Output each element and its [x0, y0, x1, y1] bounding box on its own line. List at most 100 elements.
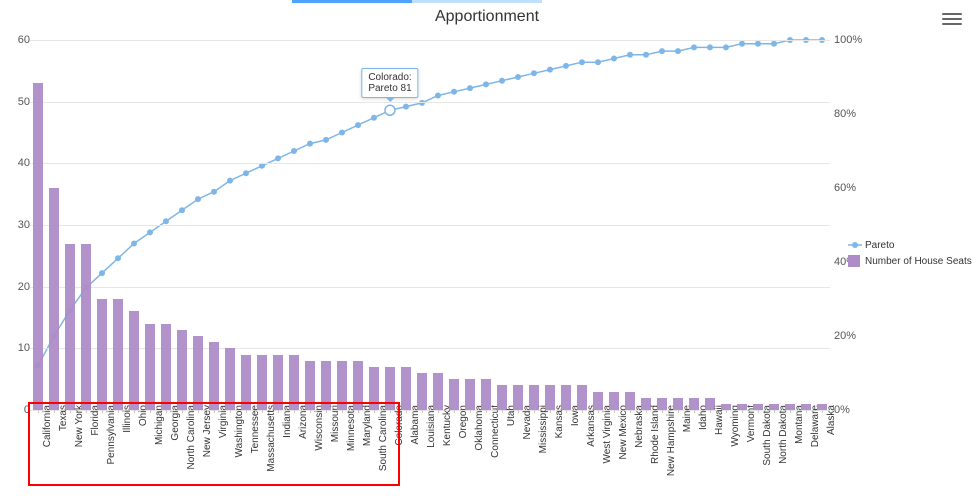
bar[interactable] — [209, 342, 218, 410]
legend-label: Number of House Seats — [865, 256, 972, 267]
pareto-marker[interactable] — [275, 155, 281, 161]
pareto-marker[interactable] — [307, 141, 313, 147]
pareto-marker[interactable] — [739, 41, 745, 47]
bar[interactable] — [225, 348, 234, 410]
pareto-marker[interactable] — [627, 52, 633, 58]
bar[interactable] — [401, 367, 410, 410]
pareto-marker[interactable] — [771, 41, 777, 47]
bar[interactable] — [145, 324, 154, 410]
x-axis-label: Washington — [234, 405, 245, 457]
bar[interactable] — [241, 355, 250, 411]
pareto-marker[interactable] — [227, 178, 233, 184]
x-axis-label: Missouri — [330, 405, 341, 442]
pareto-marker[interactable] — [611, 56, 617, 62]
x-axis-label: Wisconsin — [314, 405, 325, 451]
bar[interactable] — [305, 361, 314, 410]
pareto-marker[interactable] — [643, 52, 649, 58]
line-marker-icon — [848, 239, 860, 251]
pareto-marker[interactable] — [659, 48, 665, 54]
legend-item-bars[interactable]: Number of House Seats — [848, 255, 972, 267]
pareto-marker[interactable] — [675, 48, 681, 54]
x-axis-label: California — [42, 405, 53, 447]
x-axis-label: New Jersey — [202, 405, 213, 457]
bar[interactable] — [129, 311, 138, 410]
x-axis-label: Vermont — [746, 405, 757, 442]
pareto-marker[interactable] — [211, 189, 217, 195]
x-axis-label: Colorado — [394, 405, 405, 446]
bar[interactable] — [369, 367, 378, 410]
hamburger-menu-icon[interactable] — [942, 10, 962, 26]
pareto-marker[interactable] — [131, 241, 137, 247]
bar[interactable] — [113, 299, 122, 410]
pareto-marker[interactable] — [403, 104, 409, 110]
pareto-marker[interactable] — [339, 130, 345, 136]
x-axis-label: Wyoming — [730, 405, 741, 447]
pareto-marker[interactable] — [707, 44, 713, 50]
bar[interactable] — [81, 244, 90, 411]
y-left-tick-label: 40 — [0, 157, 34, 169]
pareto-marker[interactable] — [755, 41, 761, 47]
bar[interactable] — [161, 324, 170, 410]
bar[interactable] — [49, 188, 58, 410]
y-left-tick-label: 20 — [0, 281, 34, 293]
y-left-tick-label: 0 — [0, 404, 34, 416]
legend-item-pareto[interactable]: Pareto — [848, 239, 972, 251]
pareto-marker[interactable] — [243, 170, 249, 176]
bar[interactable] — [177, 330, 186, 410]
pareto-marker[interactable] — [723, 44, 729, 50]
x-axis-label: Kansas — [554, 405, 565, 438]
x-axis-label: New York — [74, 405, 85, 447]
pareto-marker[interactable] — [99, 270, 105, 276]
bar[interactable] — [385, 367, 394, 410]
pareto-marker[interactable] — [515, 74, 521, 80]
x-axis-label: Minnesota — [346, 405, 357, 451]
pareto-marker[interactable] — [499, 78, 505, 84]
x-axis-label: Oregon — [458, 405, 469, 438]
bar[interactable] — [289, 355, 298, 411]
top-tab-strip — [0, 0, 974, 3]
x-axis-label: Delaware — [810, 405, 821, 447]
x-axis-label: Rhode Island — [650, 405, 661, 464]
pareto-marker[interactable] — [195, 196, 201, 202]
pareto-marker[interactable] — [115, 255, 121, 261]
pareto-marker-hover — [385, 105, 395, 115]
bar[interactable] — [353, 361, 362, 410]
pareto-marker[interactable] — [483, 81, 489, 87]
y-left-tick-label: 50 — [0, 96, 34, 108]
pareto-marker[interactable] — [531, 70, 537, 76]
x-axis-label: Nevada — [522, 405, 533, 439]
bar[interactable] — [65, 244, 74, 411]
x-axis-label: Oklahoma — [474, 405, 485, 451]
bar[interactable] — [33, 83, 42, 410]
pareto-marker[interactable] — [691, 44, 697, 50]
pareto-marker[interactable] — [595, 59, 601, 65]
pareto-marker[interactable] — [355, 122, 361, 128]
bar[interactable] — [337, 361, 346, 410]
pareto-marker[interactable] — [547, 67, 553, 73]
pareto-marker[interactable] — [147, 229, 153, 235]
pareto-marker[interactable] — [435, 93, 441, 99]
bar[interactable] — [193, 336, 202, 410]
y-right-tick-label: 60% — [830, 182, 870, 194]
bar[interactable] — [273, 355, 282, 411]
bar[interactable] — [257, 355, 266, 411]
y-left-tick-label: 10 — [0, 342, 34, 354]
bar[interactable] — [97, 299, 106, 410]
x-axis-label: Mississippi — [538, 405, 549, 453]
pareto-marker[interactable] — [579, 59, 585, 65]
y-left-tick-label: 30 — [0, 219, 34, 231]
pareto-marker[interactable] — [179, 207, 185, 213]
pareto-marker[interactable] — [467, 85, 473, 91]
pareto-marker[interactable] — [163, 218, 169, 224]
x-axis-label: Connecticut — [490, 405, 501, 458]
pareto-marker[interactable] — [291, 148, 297, 154]
pareto-marker[interactable] — [451, 89, 457, 95]
bar[interactable] — [321, 361, 330, 410]
pareto-marker[interactable] — [563, 63, 569, 69]
pareto-marker[interactable] — [323, 137, 329, 143]
legend-label: Pareto — [865, 240, 894, 251]
x-axis-label: Nebraska — [634, 405, 645, 448]
square-icon — [848, 255, 860, 267]
x-axis-label: Pennsylvania — [106, 405, 117, 464]
pareto-marker[interactable] — [371, 115, 377, 121]
